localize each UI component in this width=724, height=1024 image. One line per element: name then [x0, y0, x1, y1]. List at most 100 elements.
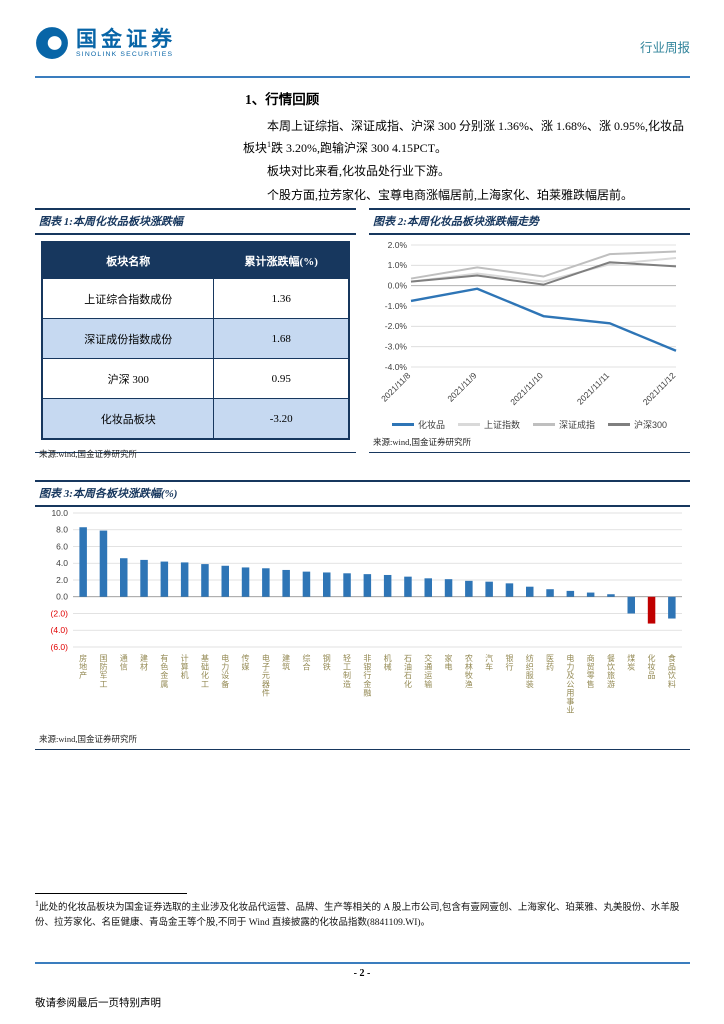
figure-1-source: 来源:wind,国金证券研究所	[39, 449, 137, 459]
svg-text:-3.0%: -3.0%	[385, 341, 408, 351]
svg-text:8.0: 8.0	[56, 525, 68, 535]
table-row: 沪深 300 0.95	[41, 358, 350, 399]
table-row: 深证成份指数成份 1.68	[41, 318, 350, 359]
svg-text:计算机: 计算机	[181, 653, 189, 680]
legend-line-swatch	[391, 423, 414, 426]
svg-text:基础化工: 基础化工	[201, 653, 209, 689]
figure-1: 图表 1:本周化妆品板块涨跌幅 板块名称 累计涨跌幅(%) 上证综合指数成份 1.3…	[35, 208, 356, 459]
svg-text:建材: 建材	[140, 653, 148, 672]
table-cell: 深证成份指数成份	[41, 318, 215, 359]
footer-divider	[35, 962, 690, 964]
legend-item: 化妆品	[391, 418, 445, 431]
table-cell: 1.36	[213, 278, 350, 319]
brand-name-cn: 国金证券	[76, 27, 176, 51]
svg-text:交通运输: 交通运输	[424, 653, 432, 689]
brand-name-en: SINOLINK SECURITIES	[76, 50, 174, 58]
figure-2-content: 2.0% 1.0% 0.0% -1.0% -2.0% -3.0% -4.0% 2021/11/…	[369, 235, 690, 434]
svg-text:医药: 医药	[546, 654, 554, 672]
svg-text:2.0: 2.0	[56, 575, 68, 585]
svg-text:-2.0%: -2.0%	[385, 321, 408, 331]
footnote-divider	[35, 893, 187, 894]
legend-label: 上证指数	[483, 420, 520, 430]
svg-text:电子元器件: 电子元器件	[262, 653, 270, 697]
svg-text:-4.0%: -4.0%	[385, 362, 408, 372]
svg-text:2.0%: 2.0%	[388, 240, 408, 250]
svg-text:传媒: 传媒	[242, 653, 250, 672]
legend-item: 沪深300	[608, 418, 667, 431]
figure-2-source: 来源:wind,国金证券研究所	[373, 437, 471, 447]
svg-text:家电: 家电	[445, 653, 453, 672]
header-divider	[35, 76, 690, 78]
svg-text:2021/11/9: 2021/11/9	[445, 370, 479, 404]
figure-2: 图表 2:本周化妆品板块涨跌幅走势 2.0% 1.0% 0.0% -1.0% -2.0%…	[369, 208, 690, 453]
svg-text:6.0: 6.0	[56, 541, 68, 551]
legend-label: 沪深300	[634, 420, 668, 430]
table-cell: -3.20	[213, 398, 350, 440]
legend-label: 深证成指	[558, 420, 595, 430]
paragraph-market-summary: 本周上证综指、深证成指、沪深 300 分别涨 1.36%、涨 1.68%、涨 0…	[243, 118, 695, 157]
column-header: 板块名称	[41, 241, 215, 279]
svg-text:钢铁: 钢铁	[323, 653, 331, 672]
figure-3-source: 来源:wind,国金证券研究所	[39, 734, 137, 744]
table-cell: 0.95	[213, 358, 350, 399]
table-cell: 沪深 300	[41, 358, 215, 399]
page-number: - 2 -	[353, 968, 371, 979]
svg-text:商贸零售: 商贸零售	[587, 653, 595, 689]
paragraph-text: 跌 3.20%,跑输沪深 300 4.15PCT。	[271, 140, 448, 155]
paragraph-text: 本周上证综指、深证成指、沪深 300 分别涨 1.36%、涨 1.68%、涨 0…	[243, 119, 684, 155]
svg-text:(2.0): (2.0)	[51, 608, 69, 618]
table-header-row: 板块名称 累计涨跌幅(%)	[41, 241, 350, 279]
svg-text:食品饮料: 食品饮料	[668, 653, 676, 689]
svg-text:建筑: 建筑	[282, 653, 290, 672]
footnote-marker: 1	[35, 899, 39, 908]
brand: 国金证券 SINOLINK SECURITIES	[35, 26, 176, 60]
legend-label: 化妆品	[417, 420, 445, 430]
figures-row: 图表 1:本周化妆品板块涨跌幅 板块名称 累计涨跌幅(%) 上证综合指数成份 1.3…	[35, 208, 690, 459]
svg-text:机械: 机械	[384, 653, 392, 672]
brand-text: 国金证券 SINOLINK SECURITIES	[76, 27, 176, 58]
svg-text:汽车: 汽车	[485, 653, 493, 672]
svg-text:2021/11/12: 2021/11/12	[641, 370, 678, 407]
svg-text:综合: 综合	[302, 653, 310, 672]
paragraph-sector-comparison: 板块对比来看,化妆品处行业下游。	[267, 164, 451, 178]
svg-text:煤炭: 煤炭	[627, 653, 635, 672]
svg-text:餐饮旅游: 餐饮旅游	[607, 654, 615, 689]
svg-text:10.0: 10.0	[51, 508, 68, 518]
table-row: 上证综合指数成份 1.36	[41, 278, 350, 319]
svg-text:农林牧渔: 农林牧渔	[465, 653, 473, 689]
svg-text:轻工制造: 轻工制造	[343, 653, 351, 689]
svg-text:0.0%: 0.0%	[388, 280, 408, 290]
sector-table-body: 上证综合指数成份 1.36 深证成份指数成份 1.68 沪深 300 0.95 化妆品板块 -…	[41, 278, 350, 440]
sector-table-head: 板块名称 累计涨跌幅(%)	[41, 241, 350, 279]
svg-text:有色金属: 有色金属	[160, 653, 168, 689]
page-header: 国金证券 SINOLINK SECURITIES 行业周报	[35, 26, 690, 60]
svg-text:石油石化: 石油石化	[404, 654, 412, 689]
footnote-ref: 1	[267, 139, 272, 149]
report-type-label: 行业周报	[639, 41, 690, 55]
footnote: 1此处的化妆品板块为国金证券选取的主业涉及化妆品代运营、品牌、生产等相关的 A …	[35, 897, 691, 930]
bar-chart: 10.0 8.0 6.0 4.0 2.0 0.0 (2.0) (4.0) (6.0) 房地产 国防军…	[51, 508, 682, 715]
line-chart-legend: 化妆品 上证指数 深证成指 沪深300	[369, 417, 690, 433]
legend-item: 上证指数	[457, 418, 520, 431]
sector-table: 板块名称 累计涨跌幅(%) 上证综合指数成份 1.36 深证成份指数成份 1.68 沪深 …	[41, 241, 350, 440]
svg-text:-1.0%: -1.0%	[385, 301, 408, 311]
figure-3: 图表 3:本周各板块涨跌幅(%) 10.0 8.0 6.0 4.0 2.0 0.0 (2.0…	[35, 480, 690, 750]
svg-text:2021/11/11: 2021/11/11	[575, 370, 611, 406]
disclaimer: 敬请参阅最后一页特别声明	[35, 998, 161, 1009]
svg-text:(4.0): (4.0)	[51, 625, 69, 635]
svg-text:(6.0): (6.0)	[51, 642, 69, 652]
table-row: 化妆品板块 -3.20	[41, 398, 350, 440]
svg-text:电力设备: 电力设备	[221, 653, 229, 689]
svg-text:4.0: 4.0	[56, 558, 68, 568]
svg-text:0.0: 0.0	[56, 592, 68, 602]
svg-text:1.0%: 1.0%	[388, 260, 408, 270]
svg-text:非银行金融: 非银行金融	[363, 653, 371, 697]
svg-text:国防军工: 国防军工	[99, 654, 107, 689]
column-header: 累计涨跌幅(%)	[213, 241, 350, 279]
svg-text:电力及公用事业: 电力及公用事业	[566, 653, 574, 715]
line-chart: 2.0% 1.0% 0.0% -1.0% -2.0% -3.0% -4.0% 2021/11/…	[379, 240, 678, 407]
svg-text:银行: 银行	[505, 653, 513, 672]
figure-3-caption: 图表 3:本周各板块涨跌幅(%)	[35, 482, 690, 507]
footnote-text: 此处的化妆品板块为国金证券选取的主业涉及化妆品代运营、品牌、生产等相关的 A 股…	[35, 903, 680, 928]
